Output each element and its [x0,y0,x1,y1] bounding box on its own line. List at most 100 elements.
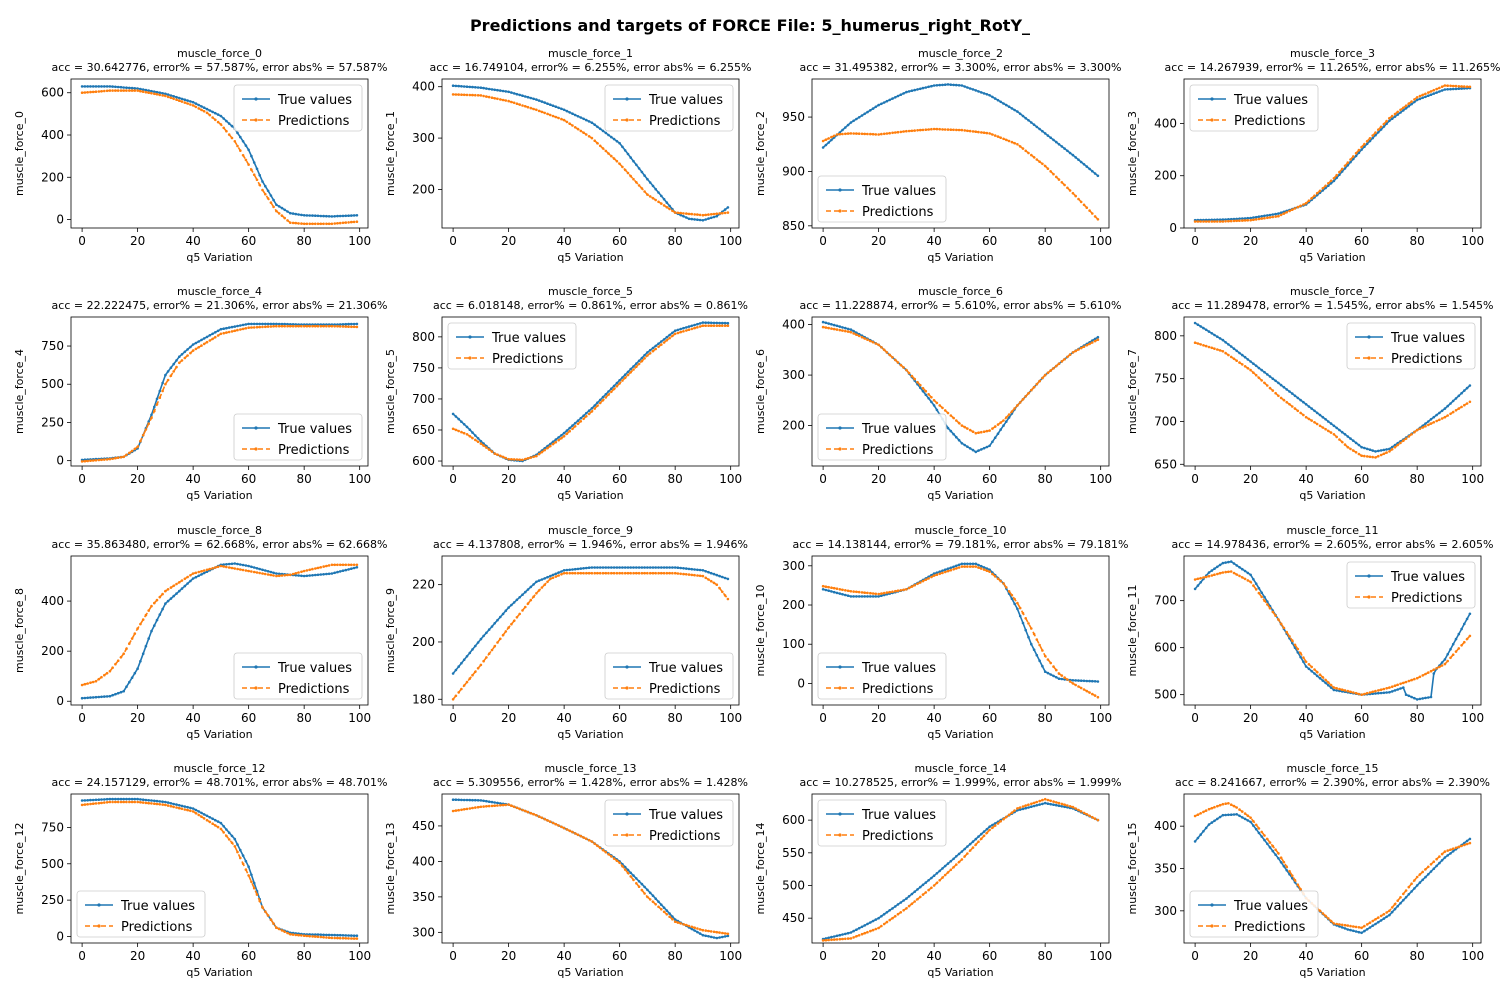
data-point [830,327,833,330]
data-point [943,409,947,412]
data-point [103,798,106,801]
data-point [1041,798,1044,802]
data-point [1429,863,1433,866]
data-point [618,571,621,575]
data-point [551,114,555,118]
data-point [180,359,184,362]
data-point [838,588,842,591]
data-point [1254,823,1258,827]
data-point [549,574,552,578]
data-point [451,412,455,416]
data-point [1354,151,1358,155]
data-point [1365,928,1369,931]
legend-marker [254,665,258,669]
data-point [1410,882,1413,885]
data-point [709,216,713,220]
x-tick-label: 60 [1354,949,1369,963]
data-point [338,936,342,940]
data-point [1293,643,1297,647]
x-tick-label: 0 [449,711,457,725]
data-point [963,565,966,568]
data-point [250,873,253,877]
data-point [261,906,264,909]
data-point [205,335,209,339]
data-point [587,571,591,575]
data-point [111,85,114,88]
data-point [510,458,513,461]
data-point [83,682,87,686]
data-point [161,94,164,97]
data-point [305,324,309,328]
data-point [277,574,281,578]
x-axis-label: q5 Variation [557,728,623,741]
data-point [496,618,499,622]
data-point [852,119,855,123]
data-point [322,324,325,328]
predictions-markers [1193,570,1472,696]
x-tick-label: 20 [130,949,145,963]
data-point [690,925,694,929]
data-point [1343,164,1347,168]
true-values-line [822,83,1099,177]
data-point [111,800,114,804]
data-point [1382,912,1386,916]
axes-frame [70,78,369,229]
data-point [161,389,164,393]
data-point [166,370,170,373]
data-point [1465,386,1469,390]
data-point [1277,852,1280,855]
data-point [1085,689,1089,693]
data-point [715,573,719,577]
data-point [286,573,289,577]
data-point [272,325,275,328]
data-point [1271,849,1275,853]
data-point [1043,654,1047,658]
data-point [1227,560,1230,564]
data-point [1315,411,1319,415]
y-tick-label: 200 [782,598,805,612]
legend-marker [1367,356,1371,360]
x-tick-label: 20 [501,234,516,248]
legend-marker [1210,924,1214,928]
data-point [308,324,312,328]
data-point [949,83,953,86]
data-point [108,797,112,801]
data-point [980,91,983,94]
data-point [1016,143,1019,146]
data-point [1299,411,1302,415]
data-point [1007,413,1011,416]
data-point [327,324,331,328]
x-tick-label: 20 [1243,949,1258,963]
data-point [704,324,707,328]
data-point [1207,345,1211,349]
data-point [526,588,530,591]
data-point [175,365,178,369]
data-point [866,591,869,595]
data-point [621,566,624,569]
data-point [1415,428,1419,432]
data-point [139,801,142,804]
data-point [1396,110,1399,114]
data-point [949,568,953,572]
data-point [1024,806,1027,810]
data-point [454,809,458,812]
data-point [924,86,928,89]
data-point [565,432,569,436]
data-point [601,398,605,402]
data-point [941,876,944,879]
data-point [1032,801,1036,805]
data-point [927,128,930,131]
true-values-markers [80,797,359,937]
data-point [1432,860,1436,863]
data-point [1085,813,1089,816]
data-point [479,442,483,445]
data-point [169,804,173,808]
data-point [200,811,203,815]
data-point [1424,875,1427,879]
data-point [264,569,267,572]
data-point [651,571,655,575]
data-point [311,222,314,226]
data-point [1052,367,1055,370]
data-point [860,114,864,117]
